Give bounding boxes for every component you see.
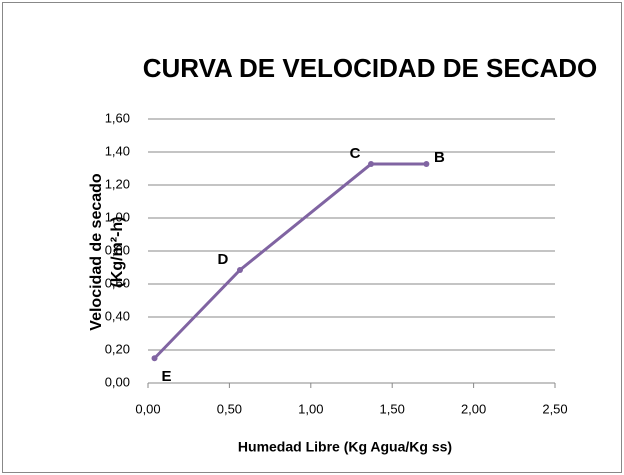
data-line	[153, 162, 427, 360]
chart-title: CURVA DE VELOCIDAD DE SECADO	[143, 53, 598, 83]
point-label: D	[218, 251, 229, 268]
point-label: B	[434, 149, 445, 166]
x-axis-label: Humedad Libre (Kg Agua/Kg ss)	[238, 439, 452, 455]
point-label: C	[350, 145, 361, 162]
x-tick-label: 2,00	[461, 401, 486, 416]
y-tick-label: 0,80	[105, 242, 130, 257]
y-tick-label: 0,20	[105, 341, 130, 356]
data-point	[151, 355, 158, 362]
x-tick-label: 2,50	[542, 401, 567, 416]
data-point	[368, 161, 375, 168]
y-tick-label: 0,40	[105, 308, 130, 323]
y-tick-label: 1,60	[105, 110, 130, 125]
data-point	[236, 266, 243, 273]
y-tick-label: 1,00	[105, 209, 130, 224]
data-point	[423, 161, 430, 168]
x-tick-label: 1,50	[380, 401, 405, 416]
point-label: E	[162, 368, 172, 385]
y-tick-label: 1,20	[105, 176, 130, 191]
y-tick-label: 0,60	[105, 275, 130, 290]
y-tick-label: 1,40	[105, 143, 130, 158]
y-axis-label: Velocidad de secado	[88, 173, 105, 331]
x-tick-label: 0,00	[135, 401, 160, 416]
x-tick-label: 1,00	[298, 401, 323, 416]
y-axis-label: (Kg/m²-h)	[109, 216, 126, 287]
y-tick-label: 0,00	[105, 374, 130, 389]
x-tick-label: 0,50	[217, 401, 242, 416]
